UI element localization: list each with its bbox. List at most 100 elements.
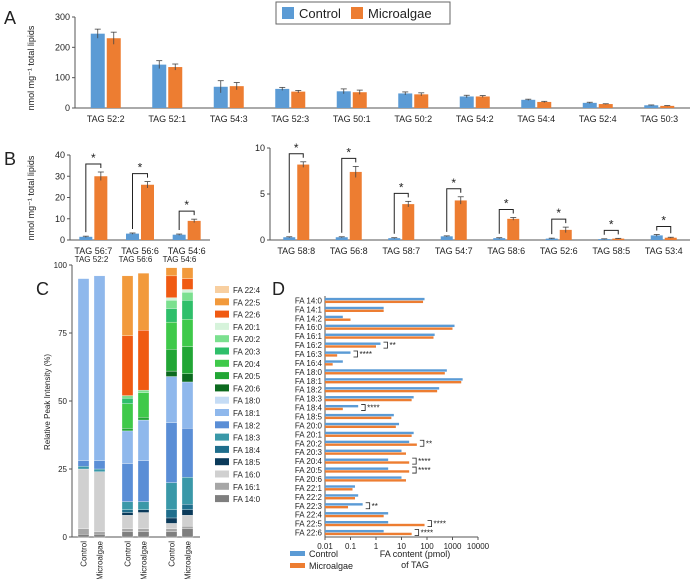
bar-microalgae [664, 237, 677, 240]
legend-c-label: FA 18:3 [233, 434, 261, 443]
hbar-control [325, 458, 389, 461]
hbar-control [325, 396, 414, 399]
legend-c-label: FA 18:1 [233, 409, 261, 418]
significance-bracket [412, 457, 417, 465]
stack-segment [121, 528, 134, 532]
y-tick-label: FA 18:4 [295, 404, 323, 413]
panel-a-ylabel: nmol mg⁻¹ total lipids [26, 25, 36, 110]
significance-star: ** [372, 502, 378, 511]
y-tick-label: 75 [58, 329, 67, 338]
hbar-microalgae [325, 416, 392, 420]
x-tick-label: TAG 56:7 [74, 246, 112, 256]
hbar-microalgae [325, 497, 355, 500]
significance-bracket [178, 210, 195, 231]
legend-c-swatch [215, 310, 229, 318]
y-tick-label: FA 20:1 [295, 430, 323, 439]
stack-segment [181, 525, 194, 529]
y-tick-label: FA 20:2 [295, 439, 323, 448]
hbar-control [325, 521, 389, 524]
stack-segment [93, 531, 106, 535]
significance-bracket [498, 208, 514, 234]
y-tick-label: FA 14:2 [295, 314, 323, 323]
y-tick-label: 100 [54, 261, 68, 270]
legend-c-label: FA 18:2 [233, 421, 261, 430]
y-tick-label: 25 [58, 465, 67, 474]
stack-segment [137, 330, 150, 391]
stack-segment [77, 466, 90, 470]
stack-segment [181, 515, 194, 527]
x-tick-label: 10 [397, 542, 406, 551]
x-tick-label: 0.1 [345, 542, 357, 551]
significance-bracket [393, 192, 409, 234]
stack-segment [121, 428, 134, 432]
bar-control [152, 64, 167, 108]
hbar-control [325, 342, 381, 345]
bar-microalgae [402, 204, 415, 240]
hbar-microalgae [325, 505, 349, 509]
panel-d-xlabel-2: of TAG [401, 560, 429, 570]
legend-c-label: FA 22:4 [233, 286, 261, 295]
y-tick-label: FA 22:4 [295, 511, 323, 520]
bar-label: Microalgae [140, 540, 149, 579]
y-tick-label: FA 20:3 [295, 448, 323, 457]
y-tick-label: FA 18:5 [295, 413, 323, 422]
stack-segment [181, 346, 194, 374]
hbar-control [325, 413, 394, 417]
significance-bracket [603, 229, 619, 235]
significance-star: **** [367, 404, 379, 413]
group-label: TAG 52:2 [75, 255, 109, 264]
hbar-control [325, 369, 447, 372]
legend-c-label: FA 16:1 [233, 483, 261, 492]
hbar-microalgae [325, 389, 438, 393]
panel-c-chart: 0 25 50 75 100 Control Microalgae Control Microa… [54, 255, 261, 579]
significance-bracket [551, 218, 567, 235]
stack-segment [181, 267, 194, 279]
stack-segment [165, 321, 178, 350]
x-tick-label: TAG 56:6 [121, 246, 159, 256]
hbar-microalgae [325, 345, 376, 348]
stack-segment [181, 373, 194, 383]
group-label: TAG 56:6 [119, 255, 153, 264]
hbar-microalgae [325, 514, 384, 518]
stack-segment [121, 531, 134, 538]
stack-segment [165, 482, 178, 510]
stack-segment [181, 319, 194, 347]
stack-segment [165, 308, 178, 323]
bar-control [172, 234, 186, 240]
stack-segment [165, 376, 178, 423]
hbar-control [325, 494, 359, 497]
bar-control [90, 33, 105, 108]
hbar-microalgae [325, 372, 445, 375]
stack-segment [121, 275, 134, 336]
hbar-control [325, 324, 455, 328]
hbar-control [325, 351, 351, 354]
x-tick-label: TAG 50:2 [394, 114, 432, 124]
bar-control [493, 238, 506, 240]
stack-segment [137, 419, 150, 461]
bar-microalgae [297, 164, 310, 240]
legend-c-swatch [215, 384, 229, 392]
x-tick-label: 1000 [444, 542, 462, 551]
bar-microalgae [187, 220, 201, 240]
significance-star: ** [426, 439, 432, 448]
bar-microalgae [559, 229, 572, 240]
bar-control [644, 105, 659, 108]
legend-c-label: FA 20:2 [233, 335, 261, 344]
legend-c-label: FA 20:5 [233, 372, 261, 381]
y-tick-label: FA 16:2 [295, 341, 323, 350]
bar-microalgae [612, 238, 625, 240]
hbar-control [325, 440, 410, 444]
bar-control [398, 93, 413, 108]
stack-segment [121, 395, 134, 399]
stack-segment [77, 534, 90, 538]
y-tick-label: FA 20:5 [295, 466, 323, 475]
y-tick-label: FA 20:0 [295, 421, 323, 430]
panel-d-xlabel: FA content (pmol) [380, 549, 451, 559]
legend-c-swatch [215, 298, 229, 306]
legend-d-microalgae-label: Microalgae [309, 561, 353, 571]
stack-segment [93, 460, 106, 470]
panel-c-ylabel: Relative Peak Intensity (%) [43, 354, 52, 450]
stack-segment [165, 531, 178, 538]
significance-bracket [341, 157, 357, 233]
